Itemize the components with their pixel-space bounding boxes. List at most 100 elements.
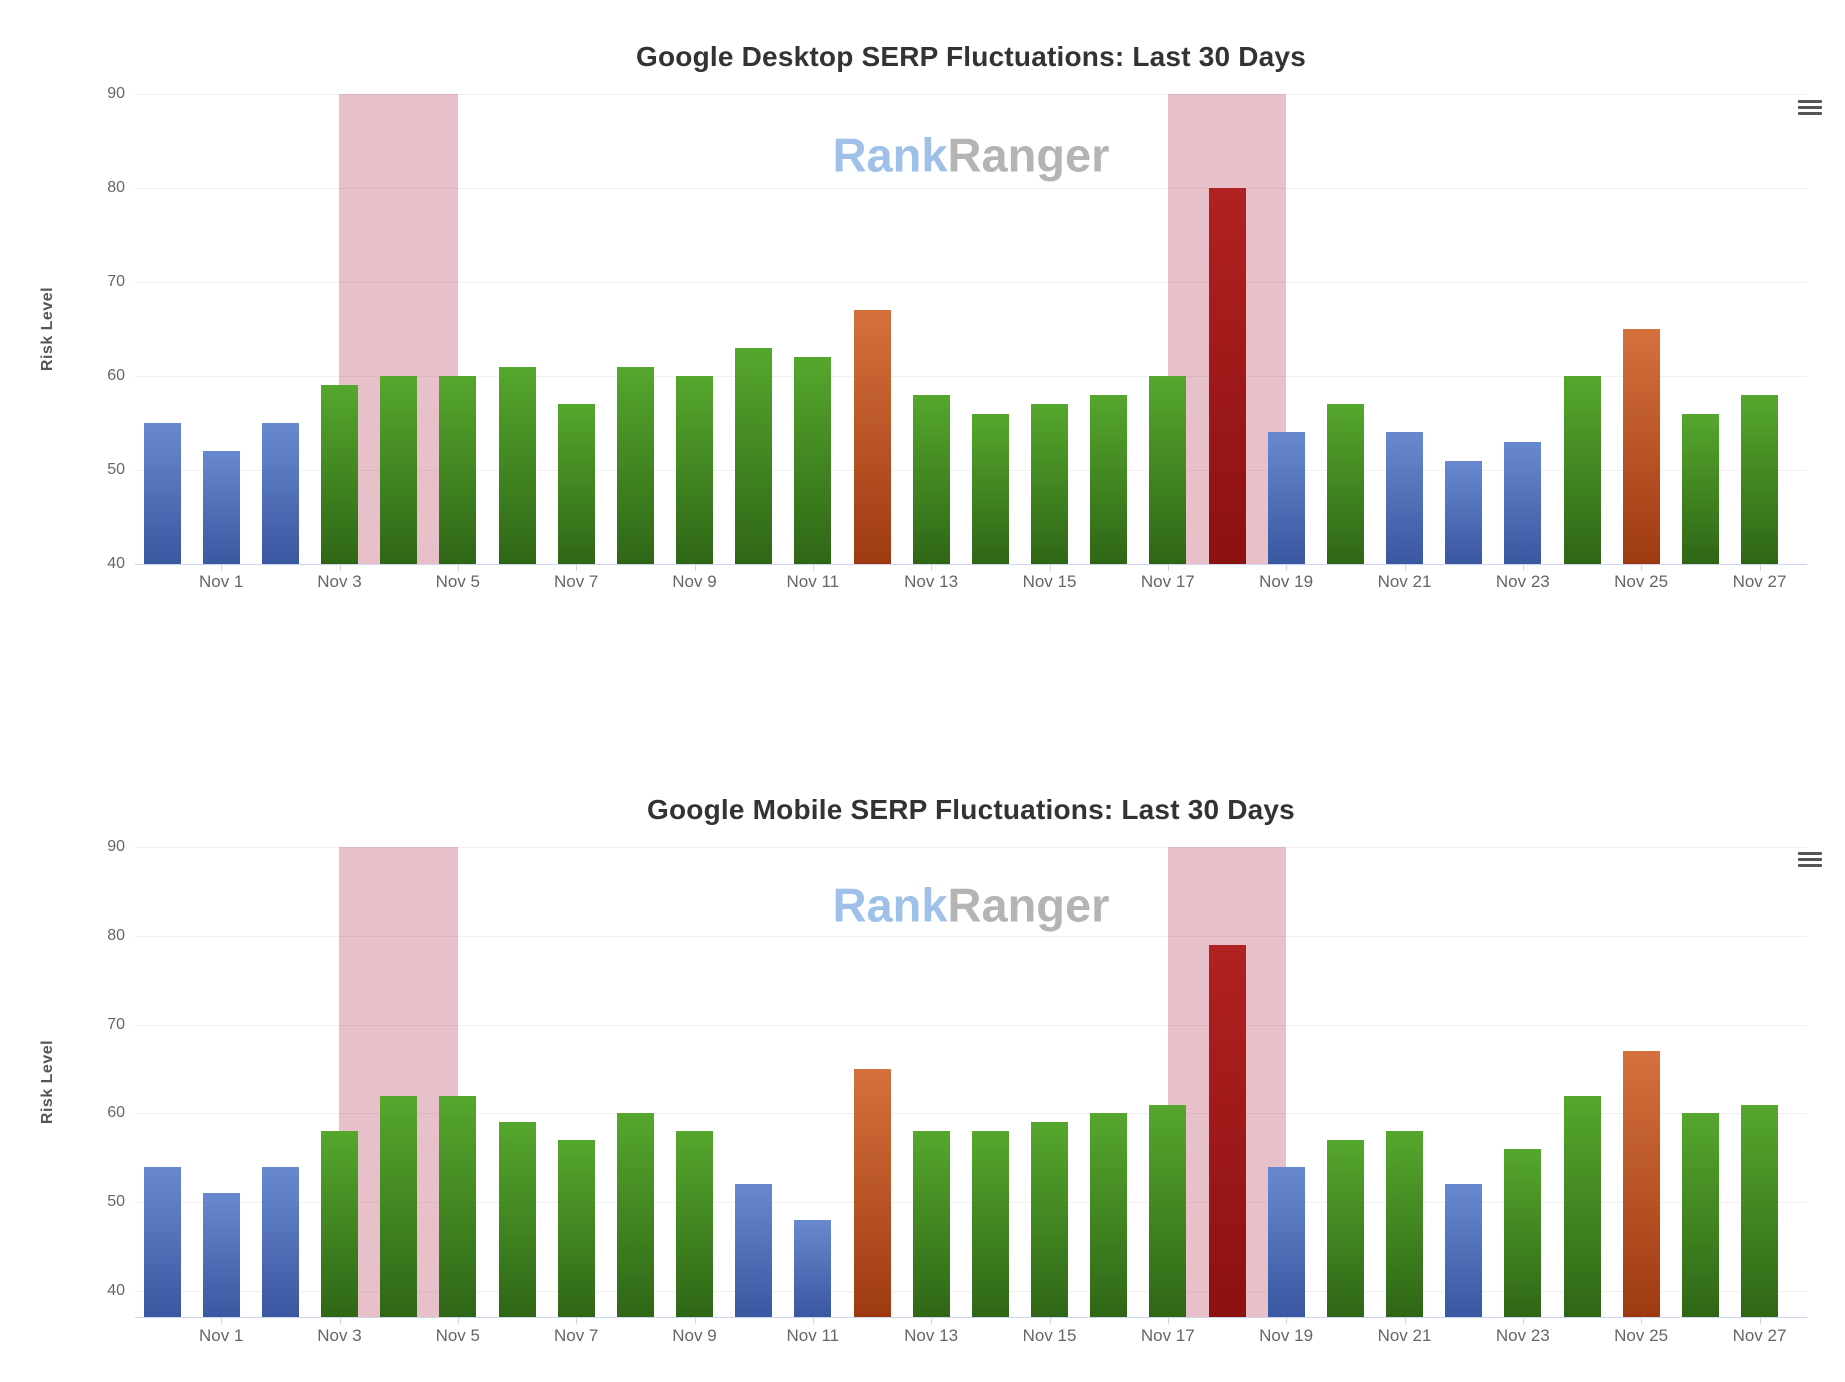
bar-nov-6[interactable] — [498, 366, 536, 564]
y-tick-label: 60 — [107, 367, 125, 384]
x-tick-label: Nov 15 — [1022, 572, 1077, 591]
bar-nov-23[interactable] — [1504, 441, 1542, 564]
y-tick-label: 70 — [107, 1015, 125, 1033]
bar-nov-17[interactable] — [1149, 1104, 1187, 1317]
y-tick-label: 70 — [107, 273, 125, 290]
y-tick-label: 60 — [107, 1104, 125, 1122]
y-tick-label: 80 — [107, 179, 125, 196]
x-tick-label: Nov 25 — [1614, 572, 1669, 591]
bar-nov-10[interactable] — [735, 1184, 773, 1317]
bar-nov-21[interactable] — [1386, 432, 1423, 564]
x-tick-mark — [1404, 564, 1406, 571]
bar-nov-27[interactable] — [1741, 394, 1778, 564]
bar-nov-24[interactable] — [1563, 376, 1601, 564]
bar-nov-6[interactable] — [498, 1122, 536, 1317]
chart-title: Google Mobile SERP Fluctuations: Last 30… — [647, 794, 1295, 825]
bar-nov-12[interactable] — [853, 310, 891, 564]
bar-nov-10[interactable] — [735, 347, 773, 564]
bar-nov-11[interactable] — [794, 357, 832, 564]
bar-nov-4[interactable] — [380, 1095, 418, 1317]
x-tick-label: Nov 17 — [1140, 572, 1195, 591]
bar-nov-4[interactable] — [380, 376, 418, 564]
bar-nov-9[interactable] — [676, 1131, 713, 1317]
bar-oct-31[interactable] — [143, 1166, 181, 1317]
x-tick-mark — [1759, 1317, 1761, 1324]
y-tick-label: 90 — [107, 838, 125, 855]
x-tick-label: Nov 21 — [1377, 572, 1432, 591]
bar-nov-27[interactable] — [1741, 1104, 1778, 1317]
hamburger-icon[interactable] — [1798, 100, 1822, 117]
bar-nov-7[interactable] — [557, 1140, 595, 1317]
x-tick-mark — [931, 564, 933, 571]
x-tick-mark — [812, 564, 814, 571]
gridline-90 — [135, 847, 1807, 848]
x-tick-label: Nov 5 — [435, 572, 480, 591]
rankranger-watermark: RankRanger — [135, 128, 1807, 183]
bar-nov-14[interactable] — [971, 413, 1009, 564]
bar-nov-18[interactable] — [1208, 944, 1246, 1317]
gridline-70 — [135, 282, 1807, 283]
bar-nov-20[interactable] — [1326, 404, 1364, 564]
gridline-50 — [135, 470, 1807, 471]
bar-nov-22[interactable] — [1445, 1184, 1483, 1317]
x-tick-label: Nov 17 — [1140, 1326, 1195, 1345]
bar-nov-22[interactable] — [1445, 460, 1483, 564]
bar-nov-25[interactable] — [1622, 1051, 1660, 1317]
x-tick-label: Nov 9 — [672, 1326, 717, 1345]
bar-nov-21[interactable] — [1386, 1131, 1423, 1317]
bar-nov-19[interactable] — [1267, 432, 1305, 564]
bar-nov-12[interactable] — [853, 1069, 891, 1317]
bar-nov-17[interactable] — [1149, 376, 1187, 564]
bar-nov-3[interactable] — [321, 385, 358, 564]
bar-nov-16[interactable] — [1090, 1113, 1128, 1317]
bar-nov-19[interactable] — [1267, 1166, 1305, 1317]
x-tick-mark — [694, 564, 696, 571]
y-tick-label: 80 — [107, 926, 125, 944]
bar-nov-9[interactable] — [676, 376, 713, 564]
bar-nov-8[interactable] — [616, 366, 654, 564]
bar-nov-23[interactable] — [1504, 1148, 1542, 1317]
bar-nov-20[interactable] — [1326, 1140, 1364, 1317]
x-tick-mark — [221, 564, 223, 571]
x-tick-label: Nov 25 — [1614, 1326, 1669, 1345]
bar-nov-5[interactable] — [439, 1095, 477, 1317]
hamburger-icon[interactable] — [1798, 852, 1822, 869]
bar-nov-1[interactable] — [202, 451, 240, 564]
bar-nov-2[interactable] — [261, 423, 299, 564]
watermark-ranger: Ranger — [947, 128, 1110, 182]
bar-nov-18[interactable] — [1208, 188, 1246, 564]
bar-nov-5[interactable] — [439, 376, 477, 564]
x-tick-mark — [1049, 1317, 1051, 1324]
gridline-50 — [135, 1202, 1807, 1204]
bar-nov-2[interactable] — [261, 1166, 299, 1317]
bar-nov-25[interactable] — [1622, 329, 1660, 564]
x-tick-mark — [221, 1317, 223, 1324]
bar-nov-15[interactable] — [1031, 404, 1068, 564]
x-tick-label: Nov 23 — [1495, 1326, 1550, 1345]
bar-nov-8[interactable] — [616, 1113, 654, 1317]
gridline-80 — [135, 188, 1807, 189]
bar-nov-13[interactable] — [912, 1131, 950, 1317]
bar-nov-11[interactable] — [794, 1219, 832, 1317]
x-tick-label: Nov 23 — [1495, 572, 1550, 591]
bar-nov-24[interactable] — [1563, 1095, 1601, 1317]
x-axis-line — [135, 564, 1807, 565]
x-tick-mark — [457, 1317, 459, 1324]
bar-nov-26[interactable] — [1681, 1113, 1719, 1317]
bar-nov-14[interactable] — [971, 1131, 1009, 1317]
y-tick-label: 50 — [107, 461, 125, 478]
bar-oct-31[interactable] — [143, 423, 181, 564]
bar-nov-15[interactable] — [1031, 1122, 1068, 1317]
bar-nov-1[interactable] — [202, 1193, 240, 1317]
y-tick-label: 90 — [107, 85, 125, 102]
bar-nov-13[interactable] — [912, 394, 950, 564]
x-tick-label: Nov 19 — [1259, 572, 1314, 591]
watermark-ranger: Ranger — [947, 878, 1110, 932]
y-tick-label: 40 — [107, 555, 125, 572]
bar-nov-3[interactable] — [321, 1131, 358, 1317]
x-tick-mark — [694, 1317, 696, 1324]
bar-nov-7[interactable] — [557, 404, 595, 564]
bar-nov-26[interactable] — [1681, 413, 1719, 564]
gridline-80 — [135, 935, 1807, 937]
bar-nov-16[interactable] — [1090, 394, 1128, 564]
